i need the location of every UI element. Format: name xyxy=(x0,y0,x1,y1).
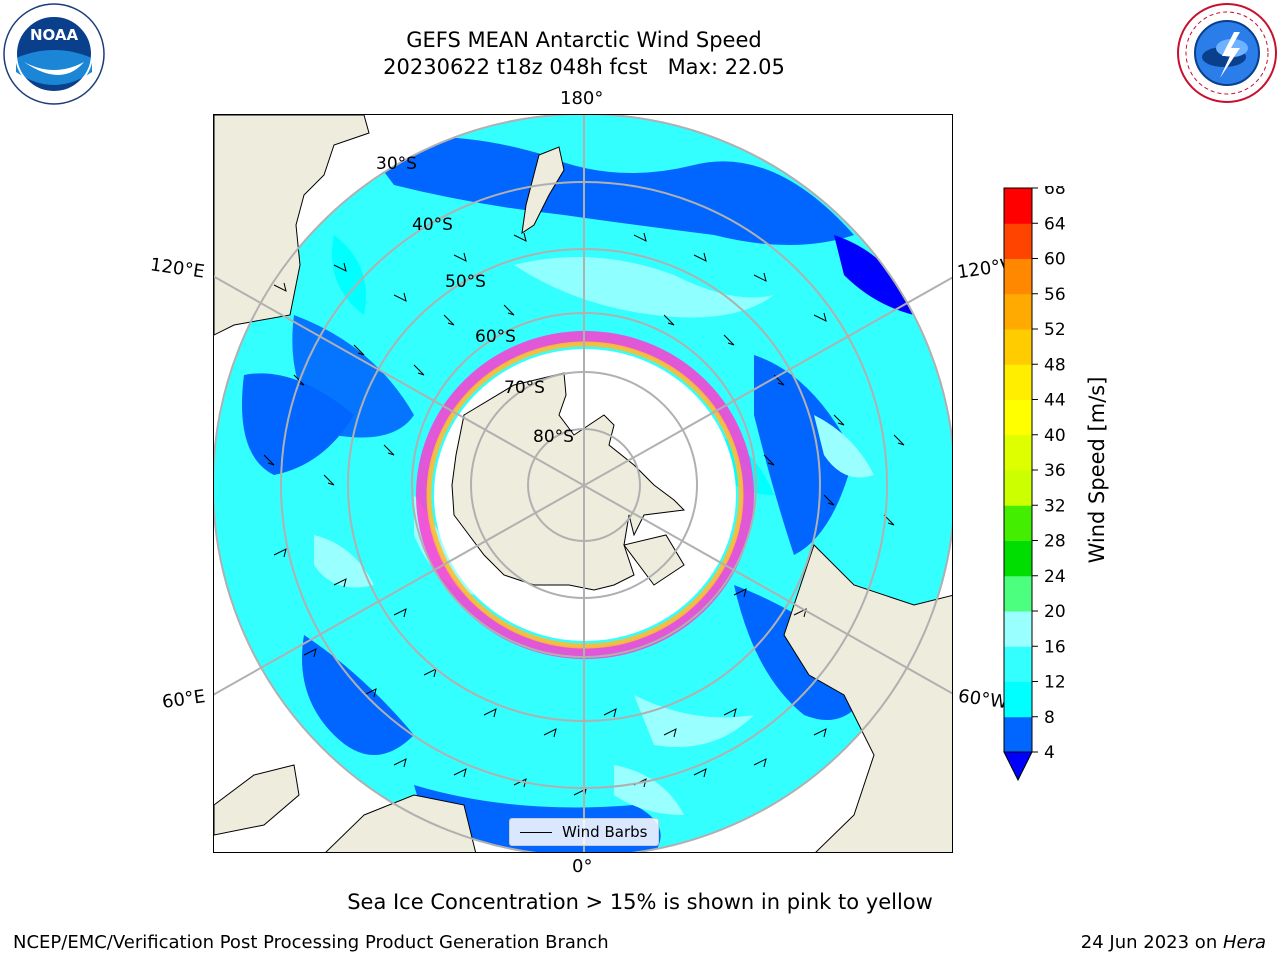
colorbar-tick-label: 68 xyxy=(1044,186,1066,199)
noaa-logo: NOAA xyxy=(2,2,106,106)
colorbar-segment xyxy=(1004,470,1032,506)
colorbar-tick-label: 64 xyxy=(1044,214,1066,234)
colorbar-segment xyxy=(1004,540,1032,577)
colorbar-tick-label: 8 xyxy=(1044,708,1055,728)
colorbar-tick-label: 52 xyxy=(1044,320,1066,340)
map-legend: Wind Barbs xyxy=(509,818,659,846)
footer-date-text: 24 Jun 2023 on xyxy=(1080,932,1223,953)
colorbar-segment xyxy=(1004,434,1032,471)
colorbar-segment xyxy=(1004,575,1032,612)
lat-label-40s: 40°S xyxy=(412,215,453,235)
colorbar-segment xyxy=(1004,329,1032,365)
colorbar-tick-label: 24 xyxy=(1044,567,1066,587)
footer-credit: NCEP/EMC/Verification Post Processing Pr… xyxy=(13,932,609,953)
lon-label-180: 180° xyxy=(560,88,604,109)
lat-label-70s: 70°S xyxy=(504,378,545,398)
colorbar-tick-label: 16 xyxy=(1044,637,1066,657)
colorbar-label: Wind Speed [m/s] xyxy=(1085,376,1109,564)
colorbar-segment xyxy=(1004,505,1032,541)
colorbar-tick-label: 40 xyxy=(1044,426,1066,446)
nws-logo xyxy=(1176,2,1278,104)
colorbar-segment xyxy=(1004,681,1032,718)
lat-label-60s: 60°S xyxy=(475,327,516,347)
lon-label-0: 0° xyxy=(572,856,593,877)
lat-label-30s: 30°S xyxy=(376,154,417,174)
colorbar-segment xyxy=(1004,716,1032,753)
graticule xyxy=(214,115,952,852)
colorbar-segment xyxy=(1004,223,1032,259)
colorbar-tick-label: 4 xyxy=(1044,743,1055,763)
colorbar: 4 8 12 16 20 24 28 32 36 40 44 48 52 56 60 64 68 xyxy=(1000,179,1120,786)
colorbar-segment xyxy=(1004,258,1032,295)
colorbar-tick-label: 36 xyxy=(1044,461,1066,481)
lat-label-80s: 80°S xyxy=(533,427,574,447)
colorbar-segment xyxy=(1004,611,1032,647)
colorbar-segment xyxy=(1004,293,1032,330)
chart-subtitle: 20230622 t18z 048h fcst Max: 22.05 xyxy=(383,55,785,79)
footer-host: Hera xyxy=(1222,932,1266,953)
lat-label-50s: 50°S xyxy=(445,272,486,292)
colorbar-segment xyxy=(1004,646,1032,682)
colorbar-tick-label: 28 xyxy=(1044,532,1066,552)
wind-barb-legend-line xyxy=(520,832,552,833)
map-panel: 30°S 40°S 50°S 60°S 70°S 80°S Wind Barbs xyxy=(213,114,953,853)
chart-title: GEFS MEAN Antarctic Wind Speed xyxy=(406,28,762,52)
colorbar-tick-label: 60 xyxy=(1044,250,1066,270)
map-legend-label: Wind Barbs xyxy=(562,823,648,841)
lon-label-60e: 60°E xyxy=(160,686,207,713)
colorbar-tick-label: 56 xyxy=(1044,285,1066,305)
colorbar-tick-label: 48 xyxy=(1044,355,1066,375)
colorbar-tick-label: 12 xyxy=(1044,673,1066,693)
colorbar-segment xyxy=(1004,364,1032,400)
lon-label-120e: 120°E xyxy=(148,254,206,283)
colorbar-tick-label: 44 xyxy=(1044,391,1066,411)
colorbar-segment xyxy=(1004,399,1032,436)
wind-barbs xyxy=(263,232,905,798)
sea-ice-note: Sea Ice Concentration > 15% is shown in … xyxy=(347,890,933,914)
colorbar-extend-triangle xyxy=(1003,751,1033,782)
colorbar-tick-label: 32 xyxy=(1044,496,1066,516)
colorbar-segment xyxy=(1004,188,1032,224)
colorbar-tick-label: 20 xyxy=(1044,602,1066,622)
noaa-logo-text: NOAA xyxy=(30,26,79,44)
footer-date: 24 Jun 2023 on Hera xyxy=(1081,932,1266,953)
